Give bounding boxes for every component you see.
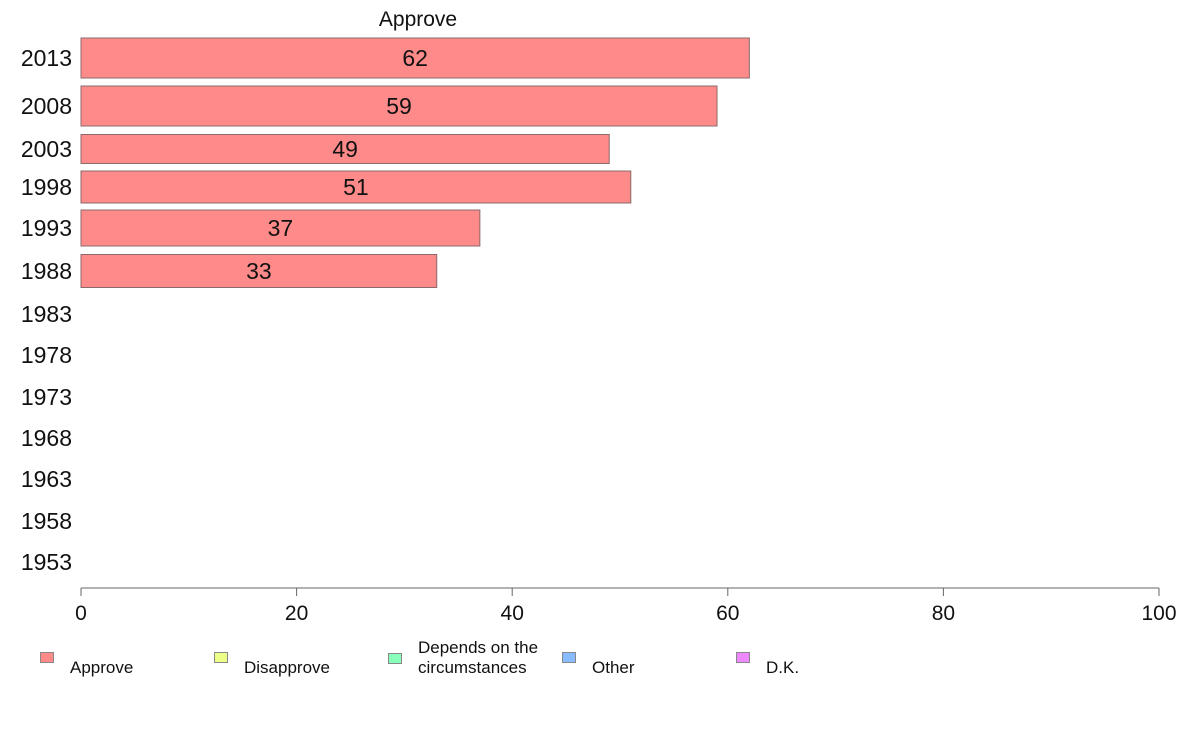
legend-swatch-approve: [40, 651, 54, 663]
data-label: 51: [343, 174, 369, 200]
legend-label: D.K.: [766, 658, 800, 677]
legend-swatch-depends: [388, 652, 402, 664]
y-tick-label: 1993: [21, 215, 72, 241]
data-label: 33: [246, 258, 272, 284]
data-label: 62: [402, 45, 428, 71]
y-tick-label: 1953: [21, 549, 72, 575]
chart-title: Approve: [379, 8, 457, 31]
bar-chart: Approve 62 59 49 51 37 33 2013 2008 2003 1998 199…: [21, 8, 1177, 625]
y-tick-label: 2003: [21, 136, 72, 162]
y-tick-label: 1963: [21, 466, 72, 492]
y-tick-label: 1983: [21, 301, 72, 327]
bar: [80, 209, 481, 247]
legend-label: Disapprove: [244, 658, 330, 677]
bar: [80, 254, 438, 288]
data-label: 59: [386, 93, 412, 119]
legend-item-approve: Approve: [40, 636, 133, 678]
legend-label: Depends on the circumstances: [418, 638, 539, 677]
y-tick-label: 1958: [21, 508, 72, 534]
bar: [80, 170, 632, 204]
bar: [80, 134, 610, 164]
legend-item-disapprove: Disapprove: [214, 636, 330, 678]
legend-item-other: Other: [562, 636, 635, 678]
y-tick-label: 2013: [21, 45, 72, 71]
x-tick-label: 60: [716, 602, 739, 625]
legend-label: Other: [592, 658, 635, 677]
legend-swatch-dk: [736, 651, 750, 663]
legend: Approve Disapprove Depends on the circum…: [0, 636, 1188, 686]
y-tick-label: 1998: [21, 174, 72, 200]
data-label: 49: [332, 136, 358, 162]
y-tick-label: 1978: [21, 342, 72, 368]
x-tick-label: 80: [932, 602, 955, 625]
x-tick-label: 0: [75, 602, 87, 625]
y-tick-label: 1973: [21, 384, 72, 410]
x-tick-label: 100: [1141, 602, 1176, 625]
legend-label: Approve: [70, 658, 134, 677]
bar: [80, 37, 750, 79]
bar: [80, 85, 718, 127]
x-tick-label: 40: [501, 602, 524, 625]
legend-item-dk: D.K.: [736, 636, 799, 678]
legend-swatch-disapprove: [214, 651, 228, 663]
data-label: 37: [268, 215, 294, 241]
y-tick-label: 2008: [21, 93, 72, 119]
legend-swatch-other: [562, 651, 576, 663]
legend-item-depends: Depends on the circumstances: [388, 638, 558, 678]
y-tick-label: 1988: [21, 258, 72, 284]
y-tick-label: 1968: [21, 425, 72, 451]
x-tick-label: 20: [285, 602, 308, 625]
